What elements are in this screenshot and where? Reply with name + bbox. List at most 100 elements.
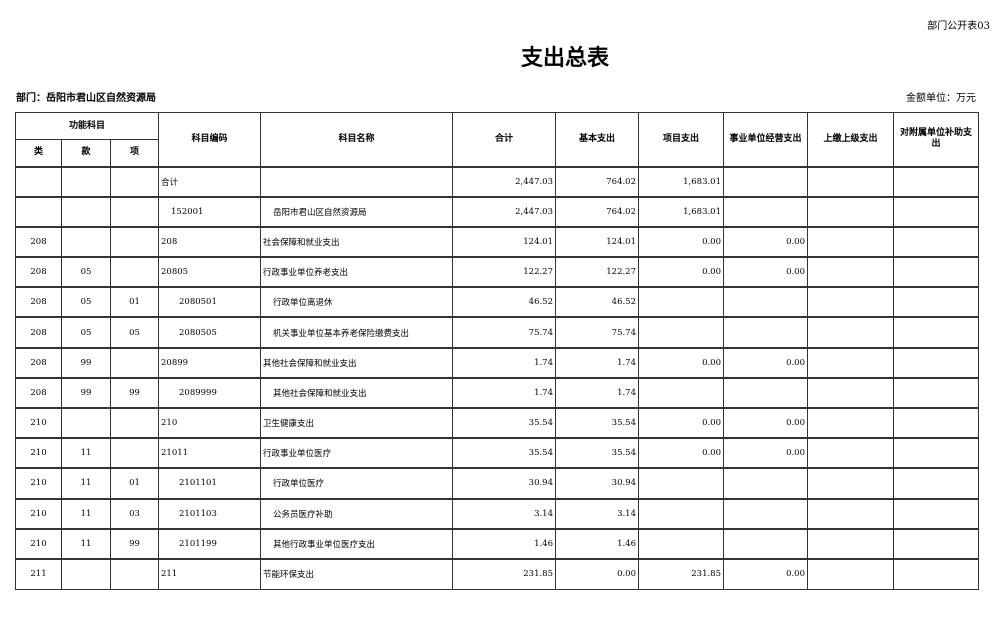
cell-xiang — [110, 346, 159, 379]
cell-xiang — [110, 406, 159, 439]
cell-lei: 210 — [15, 437, 62, 469]
cell-lei: 210 — [15, 467, 62, 500]
cell-upper — [807, 497, 894, 530]
table-row: 208 99 20899 其他社会保障和就业支出 1.74 1.74 0.00 0.00 — [15, 346, 979, 379]
table-row: 210 11 03 2101103 公务员医疗补助 3.14 3.14 — [15, 497, 979, 530]
cell-project: 0.00 — [638, 256, 724, 288]
cell-upper — [807, 256, 894, 288]
cell-business: 0.00 — [723, 225, 808, 258]
cell-basic: 1.74 — [555, 346, 639, 379]
cell-lei: 211 — [15, 557, 62, 590]
cell-xiang — [110, 557, 159, 590]
table-row: 208 05 05 2080505 机关事业单位基本养老保险缴费支出 75.74 75.74 — [15, 316, 979, 349]
cell-kuan: 11 — [61, 497, 111, 530]
cell-business — [723, 195, 808, 228]
header-upper: 上缴上级支出 — [807, 112, 894, 167]
cell-total: 1.74 — [452, 346, 556, 379]
cell-code: 208 — [158, 225, 261, 258]
cell-code: 2101103 — [158, 497, 261, 530]
cell-code: 2101101 — [158, 467, 261, 500]
cell-basic: 0.00 — [555, 557, 639, 590]
cell-name — [260, 165, 453, 198]
cell-upper — [807, 165, 894, 198]
cell-project — [638, 286, 724, 318]
cell-lei — [15, 165, 62, 198]
header-total: 合计 — [452, 112, 556, 167]
header-subsidy: 对附属单位补助支出 — [893, 112, 979, 167]
cell-lei — [15, 195, 62, 228]
cell-code: 合计 — [158, 165, 261, 198]
cell-name: 其他行政事业单位医疗支出 — [260, 527, 453, 560]
cell-subsidy — [893, 195, 979, 228]
cell-basic: 124.01 — [555, 225, 639, 258]
cell-project: 0.00 — [638, 406, 724, 439]
table-row: 210 11 99 2101199 其他行政事业单位医疗支出 1.46 1.46 — [15, 527, 979, 560]
cell-total: 1.46 — [452, 527, 556, 560]
cell-upper — [807, 406, 894, 439]
cell-xiang: 01 — [110, 467, 159, 500]
cell-subsidy — [893, 346, 979, 379]
cell-name: 行政事业单位医疗 — [260, 437, 453, 469]
cell-subsidy — [893, 286, 979, 318]
cell-xiang — [110, 165, 159, 198]
cell-project — [638, 467, 724, 500]
cell-upper — [807, 346, 894, 379]
cell-lei: 208 — [15, 225, 62, 258]
cell-lei: 208 — [15, 256, 62, 288]
doc-code: 部门公开表03 — [927, 21, 990, 32]
cell-project: 0.00 — [638, 346, 724, 379]
table-row: 208 05 20805 行政事业单位养老支出 122.27 122.27 0.00 0.00 — [15, 256, 979, 288]
cell-total: 46.52 — [452, 286, 556, 318]
header-project: 项目支出 — [638, 112, 724, 167]
cell-basic: 46.52 — [555, 286, 639, 318]
cell-kuan: 99 — [61, 346, 111, 379]
cell-business — [723, 497, 808, 530]
cell-kuan: 05 — [61, 316, 111, 349]
cell-total: 30.94 — [452, 467, 556, 500]
cell-business: 0.00 — [723, 346, 808, 379]
cell-upper — [807, 527, 894, 560]
cell-kuan: 05 — [61, 256, 111, 288]
cell-total: 231.85 — [452, 557, 556, 590]
cell-business — [723, 527, 808, 560]
cell-name: 社会保障和就业支出 — [260, 225, 453, 258]
cell-basic: 122.27 — [555, 256, 639, 288]
cell-lei: 208 — [15, 376, 62, 409]
cell-xiang: 99 — [110, 527, 159, 560]
cell-basic: 30.94 — [555, 467, 639, 500]
cell-lei: 210 — [15, 406, 62, 439]
cell-business: 0.00 — [723, 406, 808, 439]
cell-code: 20805 — [158, 256, 261, 288]
cell-kuan: 99 — [61, 376, 111, 409]
cell-business — [723, 467, 808, 500]
cell-code: 20899 — [158, 346, 261, 379]
cell-total: 1.74 — [452, 376, 556, 409]
cell-subsidy — [893, 165, 979, 198]
table-row: 合计 2,447.03 764.02 1,683.01 — [15, 165, 979, 198]
header-func: 功能科目 — [15, 112, 159, 140]
cell-total: 75.74 — [452, 316, 556, 349]
header-kuan: 款 — [61, 139, 111, 167]
cell-subsidy — [893, 557, 979, 590]
cell-subsidy — [893, 437, 979, 469]
cell-project: 1,683.01 — [638, 195, 724, 228]
cell-total: 35.54 — [452, 437, 556, 469]
unit-label: 金额单位：万元 — [906, 93, 976, 104]
cell-total: 35.54 — [452, 406, 556, 439]
cell-business — [723, 286, 808, 318]
cell-subsidy — [893, 497, 979, 530]
cell-name: 行政单位离退休 — [260, 286, 453, 318]
cell-project — [638, 316, 724, 349]
cell-name: 卫生健康支出 — [260, 406, 453, 439]
header-lei: 类 — [15, 139, 62, 167]
cell-upper — [807, 467, 894, 500]
table-row: 210 11 21011 行政事业单位医疗 35.54 35.54 0.00 0.00 — [15, 437, 979, 469]
cell-basic: 1.46 — [555, 527, 639, 560]
cell-project: 1,683.01 — [638, 165, 724, 198]
cell-kuan — [61, 195, 111, 228]
cell-subsidy — [893, 376, 979, 409]
cell-total: 122.27 — [452, 256, 556, 288]
header-xiang: 项 — [110, 139, 159, 167]
cell-business: 0.00 — [723, 557, 808, 590]
cell-name: 岳阳市君山区自然资源局 — [260, 195, 453, 228]
